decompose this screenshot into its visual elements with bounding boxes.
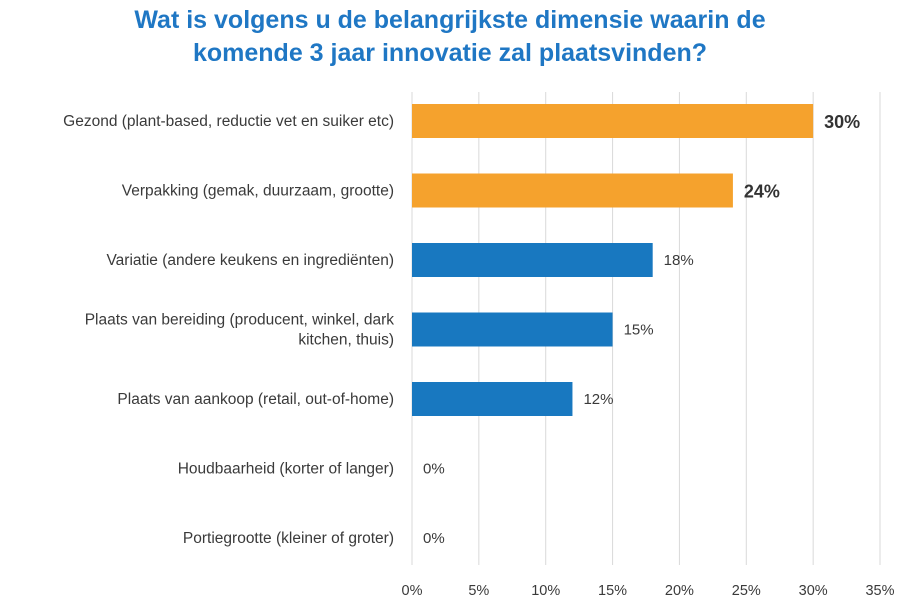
category-label: Variatie (andere keukens en ingrediënten… — [106, 252, 394, 269]
value-label: 12% — [583, 391, 613, 408]
category-label: Gezond (plant-based, reductie vet en sui… — [63, 113, 394, 130]
bar — [412, 104, 814, 138]
x-tick-label: 20% — [665, 583, 694, 599]
x-tick-label: 10% — [531, 583, 560, 599]
bar — [412, 173, 733, 208]
x-tick-label: 35% — [865, 583, 894, 599]
chart-title-line-2: komende 3 jaar innovatie zal plaatsvinde… — [192, 39, 708, 67]
value-label: 30% — [824, 112, 860, 132]
category-label: kitchen, thuis) — [298, 332, 394, 349]
bar — [412, 243, 653, 277]
value-label: 0% — [423, 461, 445, 478]
chart-title-line-1: Wat is volgens u de belangrijkste dimens… — [134, 6, 766, 34]
chart-title: Wat is volgens u de belangrijkste dimens… — [0, 4, 900, 70]
category-label: Plaats van aankoop (retail, out-of-home) — [117, 391, 394, 408]
x-tick-label: 0% — [402, 583, 423, 599]
value-label: 0% — [423, 530, 445, 547]
x-tick-label: 5% — [468, 583, 489, 599]
category-label: Houdbaarheid (korter of langer) — [178, 461, 394, 478]
category-label: Portiegrootte (kleiner of groter) — [183, 530, 394, 547]
bars — [412, 104, 814, 416]
value-label: 18% — [664, 252, 694, 269]
category-label: Verpakking (gemak, duurzaam, grootte) — [122, 183, 394, 200]
bar — [412, 382, 573, 416]
category-label: Plaats van bereiding (producent, winkel,… — [85, 312, 395, 329]
x-tick-label: 30% — [799, 583, 828, 599]
x-tick-label: 25% — [732, 583, 761, 599]
value-label: 24% — [744, 182, 780, 202]
value-label: 15% — [624, 322, 654, 339]
bar — [412, 312, 613, 347]
x-tick-label: 15% — [598, 583, 627, 599]
labels: 0% 5% 10% 15% 20% 25% 30% 35% Gezond (plant-base… — [63, 112, 894, 599]
